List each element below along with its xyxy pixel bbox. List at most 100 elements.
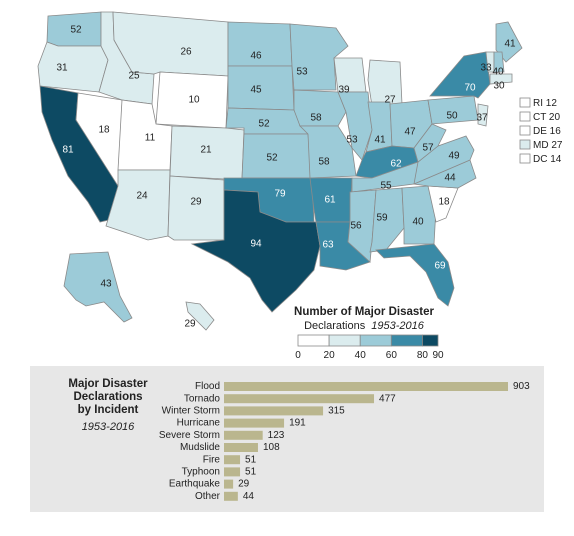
bar-severe-storm xyxy=(224,430,263,440)
state-value-mi: 27 xyxy=(384,95,396,106)
state-value-al: 59 xyxy=(376,213,388,224)
state-value-mo: 58 xyxy=(318,157,330,168)
state-value-la: 63 xyxy=(322,240,334,251)
bar-category-label: Other xyxy=(195,491,221,502)
state-value-ia: 58 xyxy=(310,113,322,124)
state-me xyxy=(495,21,523,63)
bar-mudslide xyxy=(224,443,258,452)
legend-swatches xyxy=(297,334,439,347)
bar-category-label: Typhoon xyxy=(182,467,220,478)
bar-value-label: 51 xyxy=(245,454,257,465)
legend-swatch-0-20 xyxy=(297,334,330,347)
incident-panel-title: Major Disaster Declarations by Incident … xyxy=(38,378,178,434)
state-value-tn: 55 xyxy=(380,181,392,192)
small-state-label-ct: CT 20 xyxy=(533,112,560,123)
state-value-sd: 45 xyxy=(250,85,262,96)
bar-category-label: Severe Storm xyxy=(159,430,220,441)
state-wv xyxy=(413,123,447,163)
state-value-ks: 52 xyxy=(266,153,278,164)
state-fl xyxy=(375,243,455,307)
legend-subtitle-years: 1953-2016 xyxy=(371,320,424,332)
bar-category-label: Hurricane xyxy=(177,418,221,429)
state-value-fl: 69 xyxy=(434,261,446,272)
small-state-legend: RI 12 CT 20 DE 16 MD 27 DC 14 xyxy=(519,97,563,165)
bar-flood xyxy=(224,382,508,391)
bar-category-label: Earthquake xyxy=(169,479,221,490)
state-value-ok: 79 xyxy=(274,189,286,200)
small-state-label-ri: RI 12 xyxy=(533,98,557,109)
state-value-ne: 52 xyxy=(258,119,270,130)
state-nj xyxy=(477,103,489,127)
bar-hurricane xyxy=(224,418,285,428)
state-value-va: 49 xyxy=(448,151,460,162)
legend-swatch-60-80 xyxy=(390,334,423,347)
small-state-label-de: DE 16 xyxy=(533,126,561,137)
state-or xyxy=(37,41,109,93)
bar-tornado xyxy=(224,394,375,404)
bar-winter-storm xyxy=(224,406,324,416)
state-value-co: 21 xyxy=(200,145,212,156)
bar-value-label: 123 xyxy=(268,430,285,441)
legend-tick-80: 80 xyxy=(417,350,429,360)
legend-ticks: 0 20 40 60 80 90 xyxy=(295,350,444,360)
map-legend: Number of Major Disaster Declarations 19… xyxy=(294,306,444,360)
state-value-ca: 81 xyxy=(62,145,74,156)
state-mn xyxy=(289,23,349,91)
bar-value-label: 44 xyxy=(243,491,255,502)
state-value-ms: 56 xyxy=(350,221,362,232)
bar-value-label: 903 xyxy=(513,381,530,392)
state-value-hi: 29 xyxy=(184,319,196,330)
state-value-mn: 53 xyxy=(296,67,308,78)
bar-earthquake xyxy=(224,479,234,489)
state-value-pa: 50 xyxy=(446,111,458,122)
state-labels-layer: 52 31 81 18 25 26 10 11 24 21 29 46 45 52 52 79 94 53 58 58… xyxy=(56,25,516,330)
state-mt xyxy=(112,11,229,77)
legend-swatch-40-60 xyxy=(359,334,392,347)
state-value-nc: 44 xyxy=(444,173,456,184)
legend-title: Number of Major Disaster xyxy=(294,306,434,318)
state-value-nd: 46 xyxy=(250,51,262,62)
small-state-swatch-dc xyxy=(519,153,531,164)
legend-tick-60: 60 xyxy=(386,350,398,360)
state-value-wa: 52 xyxy=(70,25,82,36)
panel-title-line-3: by Incident xyxy=(77,404,139,416)
bar-other xyxy=(224,491,238,501)
state-value-az: 24 xyxy=(136,191,148,202)
state-value-nm: 29 xyxy=(190,197,202,208)
small-state-label-dc: DC 14 xyxy=(533,154,562,165)
us-choropleth-map: 52 31 81 18 25 26 10 11 24 21 29 46 45 52 52 79 94 53 58 58… xyxy=(37,11,563,360)
bar-category-label: Winter Storm xyxy=(162,406,220,417)
state-value-nv: 18 xyxy=(98,125,110,136)
state-value-in: 41 xyxy=(374,135,386,146)
small-state-label-md: MD 27 xyxy=(533,140,563,151)
state-value-ny: 70 xyxy=(464,83,476,94)
panel-title-line-1: Major Disaster xyxy=(68,378,148,390)
state-value-id: 25 xyxy=(128,71,140,82)
state-value-wy: 10 xyxy=(188,95,200,106)
state-value-wv: 57 xyxy=(422,143,434,154)
bar-value-label: 29 xyxy=(238,479,250,490)
small-state-swatch-de xyxy=(519,125,531,136)
bar-value-label: 315 xyxy=(328,406,345,417)
state-value-il: 53 xyxy=(346,135,358,146)
incident-panel: Major Disaster Declarations by Incident … xyxy=(30,366,544,512)
state-value-ak: 43 xyxy=(100,279,112,290)
state-value-oh: 47 xyxy=(404,127,416,138)
state-nm xyxy=(167,175,225,241)
bar-category-label: Flood xyxy=(195,381,220,392)
small-state-swatch-ct xyxy=(519,111,531,122)
state-value-ut: 11 xyxy=(145,133,156,144)
state-value-ga: 40 xyxy=(412,217,424,228)
bar-category-label: Fire xyxy=(203,454,221,465)
state-ny xyxy=(429,51,491,99)
state-nh xyxy=(493,51,505,73)
state-tx xyxy=(190,189,321,313)
bar-category-label: Mudslide xyxy=(180,442,220,453)
legend-tick-90: 90 xyxy=(432,350,444,360)
legend-swatch-80-90 xyxy=(422,334,439,347)
state-hi xyxy=(185,301,215,331)
legend-tick-40: 40 xyxy=(355,350,367,360)
state-value-vt: 33 xyxy=(480,63,492,74)
state-ak xyxy=(63,251,133,323)
